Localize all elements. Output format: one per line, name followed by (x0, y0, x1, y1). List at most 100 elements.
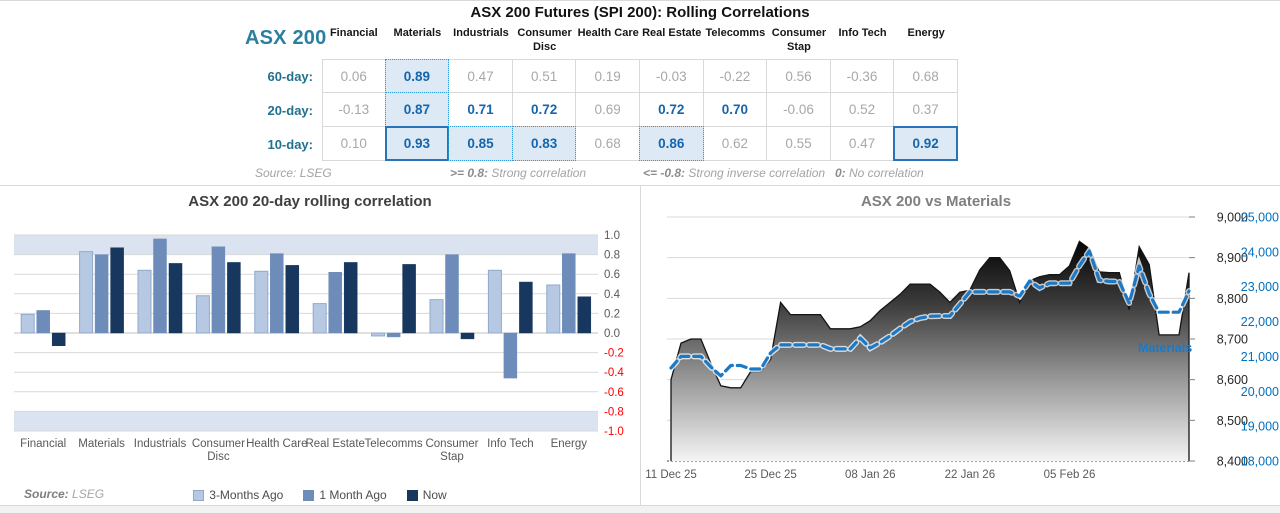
svg-text:8,500: 8,500 (1217, 414, 1248, 428)
svg-text:Real Estate: Real Estate (305, 438, 364, 450)
bar-Now (110, 247, 124, 334)
svg-text:11 Dec 25: 11 Dec 25 (645, 469, 697, 481)
correlation-cell: 0.86 (638, 126, 704, 161)
bar-chart-legend: 3-Months Ago 1 Month Ago Now (0, 488, 640, 502)
svg-text:19,000: 19,000 (1241, 420, 1279, 434)
legend-item: 1 Month Ago (303, 488, 387, 502)
note-no-correlation: 0: No correlation (835, 166, 924, 180)
svg-text:Financial: Financial (20, 438, 66, 450)
svg-text:0.4: 0.4 (604, 289, 621, 301)
bar-chart-title: ASX 200 20-day rolling correlation (188, 193, 432, 210)
asx200-area (671, 241, 1189, 461)
correlation-cell: 0.62 (703, 127, 768, 161)
correlation-cell: 0.89 (384, 59, 450, 93)
axis-labels: 8,400 8,500 8,600 8,700 8,800 8,900 9,000 18,00… (1189, 211, 1279, 469)
svg-text:Energy: Energy (551, 438, 588, 450)
svg-text:0.8: 0.8 (604, 250, 620, 262)
correlation-cell: 0.47 (830, 127, 895, 161)
svg-text:Info Tech: Info Tech (487, 438, 533, 450)
correlation-cell: 0.52 (830, 93, 895, 127)
column-header: Real Estate (642, 27, 702, 39)
bar-Now (227, 262, 241, 334)
legend-label: Now (422, 488, 447, 502)
svg-text:-1.0: -1.0 (604, 426, 624, 438)
bar-1 Month Ago (445, 254, 459, 334)
area-chart-panel: ASX 200 vs Materials 8,400 8,500 8,600 8,70… (640, 186, 1280, 505)
bar-3-Months Ago (195, 295, 210, 334)
bar-Now (343, 262, 358, 334)
svg-text:Health Care: Health Care (246, 438, 307, 450)
svg-text:Industrials: Industrials (134, 438, 187, 450)
bar-Now (285, 265, 300, 334)
bar-3-Months Ago (137, 269, 152, 334)
bar-3-Months Ago (312, 303, 327, 334)
legend-item: Now (406, 488, 447, 502)
bar-1 Month Ago (211, 246, 226, 334)
category-labels: Financial Materials Industrials ConsumerDis… (20, 438, 587, 463)
bar-1 Month Ago (386, 332, 401, 338)
row-label: 10-day: (267, 136, 313, 152)
note-strong-correlation: >= 0.8: Strong correlation (450, 166, 587, 180)
svg-text:Stap: Stap (440, 451, 464, 463)
correlation-cell: 0.37 (894, 93, 958, 127)
svg-text:0.6: 0.6 (604, 269, 620, 281)
correlation-cell: 0.56 (767, 59, 831, 93)
date-labels: 11 Dec 25 25 Dec 25 08 Jan 26 22 Jan 26 05 F… (645, 469, 1095, 481)
column-header: Energy (907, 27, 945, 39)
svg-text:8,400: 8,400 (1217, 455, 1248, 469)
bar-3-Months Ago (487, 269, 502, 334)
y-axis-labels: 1.0 0.8 0.6 0.4 0.2 0.0 -0.2 -0.4 -0.6 -0.8 -1.0 (604, 230, 624, 438)
correlation-cell: 0.93 (384, 126, 450, 161)
svg-text:Consumer: Consumer (192, 438, 245, 450)
bar-chart: 1.0 0.8 0.6 0.4 0.2 0.0 -0.2 -0.4 -0.6 -0.8 -1.0 Fi… (14, 230, 624, 463)
row-label: 60-day: (267, 68, 313, 84)
asx200-index-label: ASX 200 (245, 27, 327, 49)
svg-text:1.0: 1.0 (604, 230, 620, 242)
svg-text:25,000: 25,000 (1241, 211, 1279, 225)
charts-row: ASX 200 20-day rolling correlation 1.0 0.… (0, 185, 1280, 506)
legend-swatch (193, 489, 205, 501)
svg-text:23,000: 23,000 (1241, 280, 1279, 294)
legend-item: 3-Months Ago (193, 488, 283, 502)
correlation-cell: 0.85 (448, 126, 513, 161)
bar-3-Months Ago (20, 313, 35, 334)
svg-text:-0.6: -0.6 (604, 387, 624, 399)
bar-1 Month Ago (153, 238, 167, 334)
svg-text:25 Dec 25: 25 Dec 25 (744, 469, 796, 481)
svg-text:Materials: Materials (78, 438, 125, 450)
correlation-cell: 0.68 (894, 59, 958, 93)
bar-1 Month Ago (562, 253, 576, 334)
correlation-cell: 0.55 (767, 127, 831, 161)
svg-text:20,000: 20,000 (1241, 385, 1279, 399)
svg-text:-0.2: -0.2 (604, 348, 624, 360)
bar-1 Month Ago (503, 332, 518, 379)
bar-Now (51, 332, 66, 346)
svg-text:22 Jan 26: 22 Jan 26 (945, 469, 996, 481)
correlation-cell: 0.92 (893, 126, 958, 161)
correlation-cell: 0.87 (384, 92, 450, 127)
svg-text:9,000: 9,000 (1217, 211, 1248, 225)
svg-text:21,000: 21,000 (1241, 350, 1279, 364)
materials-line (669, 249, 1191, 378)
bar-3-Months Ago (546, 284, 561, 334)
correlation-cell: 0.72 (639, 93, 704, 127)
svg-text:-0.8: -0.8 (604, 406, 624, 418)
correlation-cell: 0.72 (512, 93, 577, 127)
column-header: Consumer Stap (771, 27, 827, 53)
correlation-table: Financial Materials Industrials Consumer Di… (252, 25, 958, 161)
materials-series-label: Materials (1138, 341, 1192, 355)
svg-text:Consumer: Consumer (425, 438, 478, 450)
bar-3-Months Ago (371, 332, 386, 337)
svg-text:8,900: 8,900 (1217, 251, 1248, 265)
correlation-cell: 0.83 (511, 126, 577, 161)
bar-3-Months Ago (79, 251, 94, 334)
svg-text:-0.4: -0.4 (604, 367, 624, 379)
correlation-cell: -0.06 (767, 93, 831, 127)
correlation-cell: 0.51 (512, 59, 577, 93)
note-strong-inverse-correlation: <= -0.8: Strong inverse correlation (643, 166, 826, 180)
column-header: Info Tech (838, 27, 887, 39)
bar-3-Months Ago (429, 299, 444, 334)
svg-text:8,800: 8,800 (1217, 292, 1248, 306)
svg-text:22,000: 22,000 (1241, 315, 1279, 329)
